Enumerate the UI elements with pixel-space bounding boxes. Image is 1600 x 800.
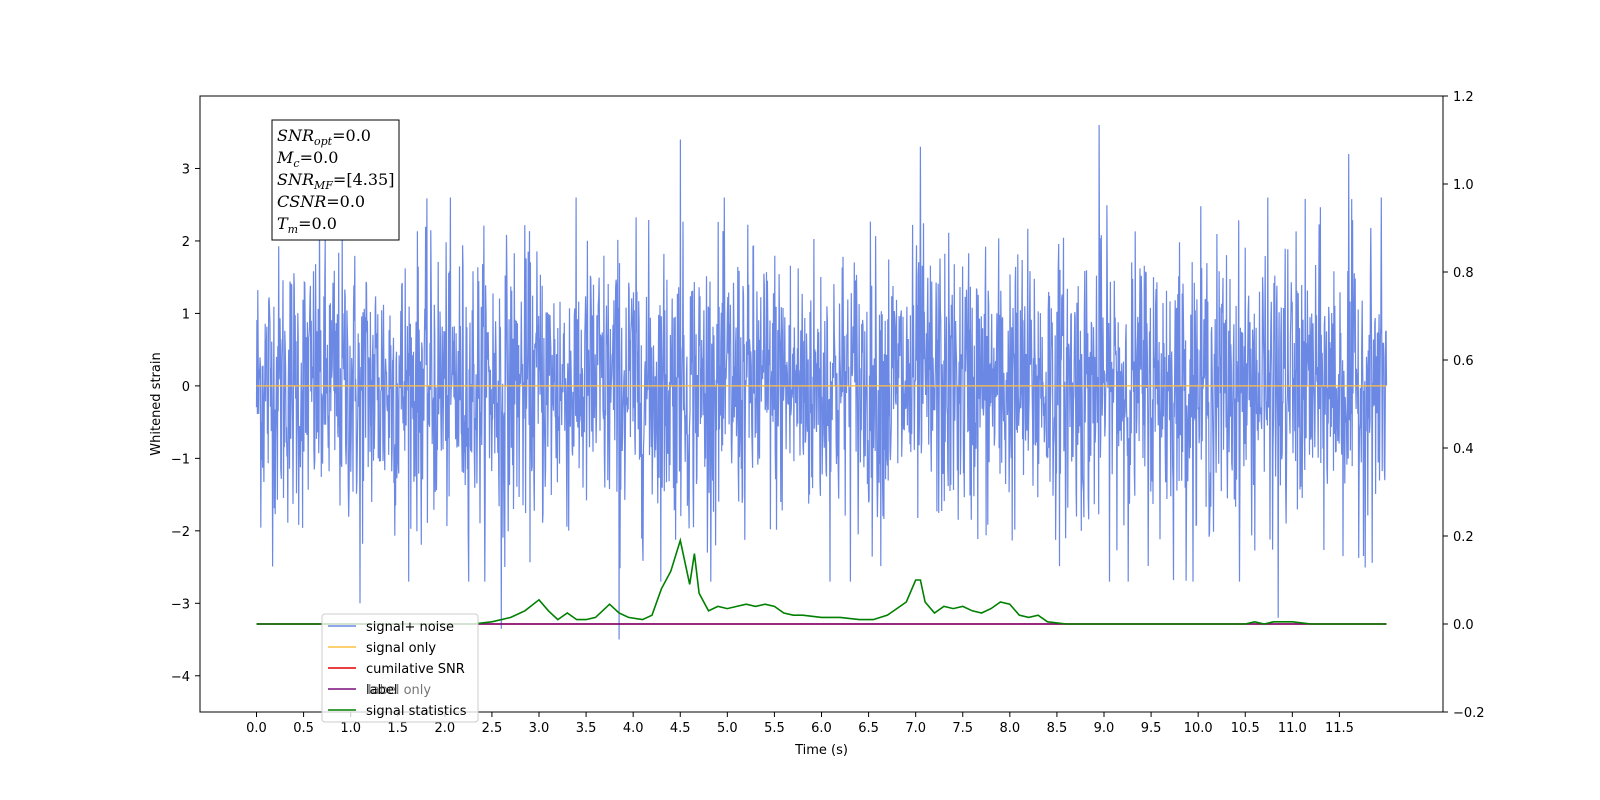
legend-label: signal statistics	[366, 704, 467, 719]
info-line: CSNR=0.0	[277, 192, 365, 211]
axes: 0.0 0.5 1.0 1.5 2.0 2.5 3.0 3.5 4.0 4.5 5.0 5.5 6.0 6…	[149, 90, 1485, 758]
x-tick-label: 10.0	[1184, 721, 1213, 736]
y-tick-label: −3	[171, 597, 190, 612]
legend-frame	[321, 613, 479, 723]
y-tick-label: 2	[182, 235, 190, 250]
x-axis-label: Time (s)	[794, 743, 848, 758]
x-tick-label: 6.5	[858, 721, 879, 736]
y2-tick-label: 1.0	[1453, 178, 1474, 193]
x-tick-label: 6.0	[811, 721, 832, 736]
info-line: SNRMF=[4.35]	[277, 170, 394, 192]
signal-noise-series	[255, 124, 1388, 640]
x-tick-label: 8.5	[1047, 721, 1068, 736]
signal-statistics-line	[256, 537, 1387, 625]
x-tick-label: 7.0	[905, 721, 926, 736]
legend-label: label	[366, 683, 397, 698]
x-tick-label: 2.5	[482, 721, 503, 736]
info-line: Tm=0.0	[277, 214, 337, 236]
y2-tick-label: 1.2	[1453, 90, 1474, 105]
x-tick-label: 1.5	[387, 721, 408, 736]
y-tick-label: 0	[182, 380, 190, 395]
info-box-frame	[271, 119, 400, 241]
y2-tick-label: 0.2	[1453, 530, 1474, 545]
x-tick-label: 5.0	[717, 721, 738, 736]
info-line: Mc=0.0	[276, 148, 338, 170]
x-tick-label: 5.5	[764, 721, 785, 736]
y2-tick-label: 0.6	[1453, 354, 1474, 369]
y2-tick-label: 0.0	[1453, 618, 1474, 633]
y-tick-label: −1	[171, 452, 190, 467]
x-tick-label: 10.5	[1231, 721, 1260, 736]
y-tick-label: 3	[182, 162, 190, 177]
y-axis-label: Whitened strain	[149, 352, 164, 455]
legend-hidden-text: label only	[368, 683, 431, 698]
x-tick-label: 9.5	[1141, 721, 1162, 736]
x-tick-label: 11.5	[1325, 721, 1354, 736]
y2-tick-label: 0.8	[1453, 266, 1474, 281]
legend-label: cumilative SNR	[366, 662, 465, 677]
x-tick-label: 2.0	[434, 721, 455, 736]
x-tick-label: 7.5	[952, 721, 973, 736]
signal-noise-line	[255, 124, 1388, 640]
legend-label: signal+ noise	[366, 620, 454, 635]
x-tick-label: 3.5	[576, 721, 597, 736]
legend: label only signal+ noise signal only cumila…	[321, 613, 479, 723]
x-tick-label: 4.5	[670, 721, 691, 736]
x-tick-label: 8.0	[999, 721, 1020, 736]
y2-tick-label: 0.4	[1453, 442, 1474, 457]
y-tick-label: 1	[182, 307, 190, 322]
x-tick-label: 11.0	[1278, 721, 1307, 736]
x-tick-label: 0.5	[293, 721, 314, 736]
legend-label: signal only	[366, 641, 436, 656]
y2-tick-label: −0.2	[1453, 706, 1485, 721]
x-tick-label: 3.0	[529, 721, 550, 736]
y-tick-label: −4	[171, 670, 190, 685]
x-tick-label: 1.0	[340, 721, 361, 736]
y-tick-label: −2	[171, 525, 190, 540]
x-tick-label: 4.0	[623, 721, 644, 736]
x-tick-label: 9.0	[1094, 721, 1115, 736]
info-line: SNRopt=0.0	[277, 126, 371, 148]
x-tick-label: 0.0	[246, 721, 267, 736]
